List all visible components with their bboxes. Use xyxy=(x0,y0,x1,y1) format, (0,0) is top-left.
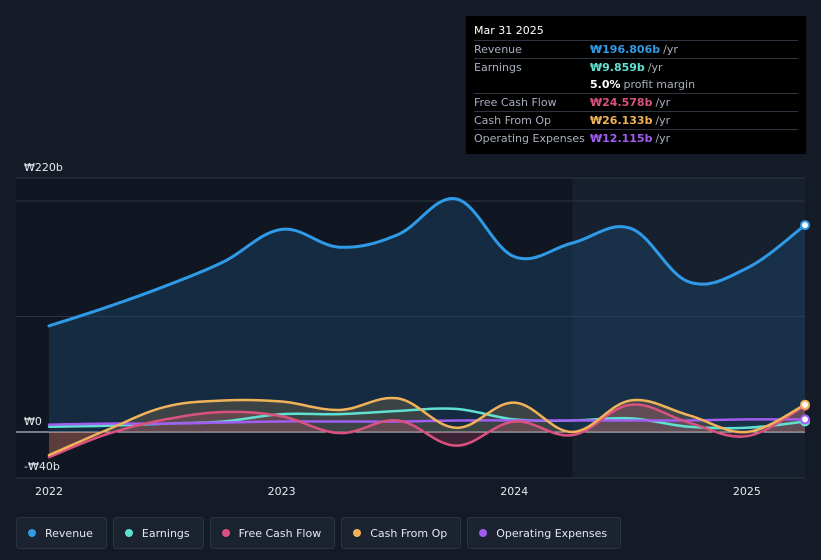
tooltip-row-value: ₩12.115b xyxy=(590,132,653,145)
tooltip-row-unit: /yr xyxy=(655,132,671,145)
legend-dot-icon xyxy=(479,529,488,537)
x-tick-label: 2022 xyxy=(35,485,63,498)
tooltip-row-label xyxy=(474,76,590,93)
tooltip-row-value: ₩26.133b xyxy=(590,114,653,127)
legend: Revenue Earnings Free Cash Flow Cash From O… xyxy=(16,517,622,549)
tooltip-row-unit: /yr xyxy=(663,43,678,56)
operating-expenses-point xyxy=(800,414,810,425)
tooltip-row: Revenue ₩196.806b/yr xyxy=(474,40,798,58)
tooltip-row-value: ₩9.859b xyxy=(590,61,645,74)
tooltip-row: Operating Expenses ₩12.115b/yr xyxy=(474,129,798,147)
x-tick-label: 2024 xyxy=(500,485,528,498)
legend-label: Operating Expenses xyxy=(496,526,608,540)
tooltip-row-label: Operating Expenses xyxy=(474,132,585,145)
tooltip-row: Earnings ₩9.859b/yr xyxy=(474,58,798,76)
legend-dot-icon xyxy=(28,529,36,537)
tooltip-row-label: Free Cash Flow xyxy=(474,96,557,109)
legend-dot-icon xyxy=(353,529,362,537)
tooltip-row: Free Cash Flow ₩24.578b/yr xyxy=(474,93,798,111)
y-tick-label: ₩0 xyxy=(24,415,42,428)
legend-label: Cash From Op xyxy=(370,526,448,540)
tooltip-row-unit: profit margin xyxy=(623,78,696,91)
x-tick-label: 2025 xyxy=(733,485,761,498)
cash-from-op-line xyxy=(47,396,807,457)
tooltip-row-value: ₩196.806b xyxy=(590,43,661,56)
tooltip-row-unit: /yr xyxy=(655,96,671,109)
free-cash-flow-line xyxy=(47,403,807,459)
revenue-line xyxy=(47,197,807,328)
tooltip-row-label: Cash From Op xyxy=(474,114,552,127)
tooltip-row-label: Earnings xyxy=(474,61,522,74)
legend-item-cash-from-op[interactable]: Cash From Op xyxy=(341,517,462,549)
tooltip-row-label: Revenue xyxy=(474,43,522,56)
tooltip-row-unit: /yr xyxy=(647,61,663,74)
legend-item-revenue[interactable]: Revenue xyxy=(16,517,107,549)
tooltip-row: Cash From Op ₩26.133b/yr xyxy=(474,111,798,129)
y-tick-label: ₩220b xyxy=(24,161,63,174)
legend-label: Earnings xyxy=(141,526,190,540)
tooltip-panel: Mar 31 2025 Revenue ₩196.806b/yr Earnings ₩… xyxy=(466,16,806,154)
legend-dot-icon xyxy=(124,529,133,537)
tooltip-row-unit: /yr xyxy=(655,114,671,127)
tooltip-row: 5.0% profit margin xyxy=(474,76,798,93)
tooltip-row-value: ₩24.578b xyxy=(590,96,653,109)
legend-label: Revenue xyxy=(45,526,93,540)
revenue-area xyxy=(49,198,805,432)
legend-label: Free Cash Flow xyxy=(238,526,322,540)
tooltip-date: Mar 31 2025 xyxy=(474,24,544,37)
y-tick-label: -₩40b xyxy=(24,460,60,473)
legend-dot-icon xyxy=(221,529,230,537)
revenue-point xyxy=(800,220,810,231)
legend-item-operating-expenses[interactable]: Operating Expenses xyxy=(467,517,622,549)
tooltip-row-value: 5.0% xyxy=(590,78,621,91)
legend-item-free-cash-flow[interactable]: Free Cash Flow xyxy=(209,517,336,549)
cash-from-op-point xyxy=(800,399,810,410)
legend-item-earnings[interactable]: Earnings xyxy=(112,517,204,549)
x-tick-label: 2023 xyxy=(268,485,296,498)
